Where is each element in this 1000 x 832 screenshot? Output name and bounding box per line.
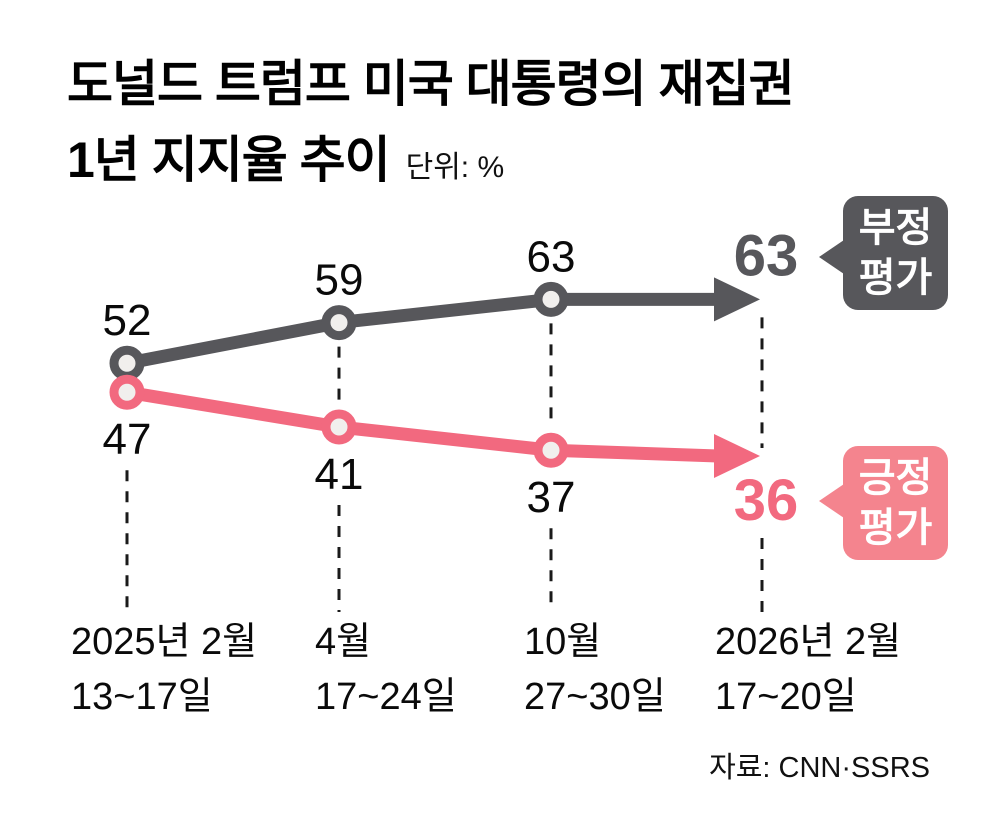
negative-value-label: 59 <box>315 256 364 305</box>
chart-title-line2: 1년 지지율 추이 단위: % <box>67 122 794 206</box>
x-axis-month-0: 2025년 2월 <box>71 621 258 663</box>
x-axis-label-2: 10월 27~30일 <box>524 621 666 718</box>
positive-rating-callout: 긍정 평가 <box>819 446 948 560</box>
positive-value-label: 47 <box>103 415 152 464</box>
negative-callout-tail-icon <box>819 240 844 274</box>
positive-line <box>125 385 719 463</box>
negative-arrowhead-icon <box>714 277 760 322</box>
negative-line <box>125 292 718 370</box>
negative-point-marker <box>109 345 145 381</box>
negative-callout-line1: 부정 <box>858 206 933 250</box>
negative-point-marker <box>533 281 569 317</box>
positive-point-marker <box>533 432 569 468</box>
negative-rating-callout: 부정 평가 <box>819 196 948 310</box>
negative-callout-line2: 평가 <box>858 256 933 300</box>
positive-callout-line2: 평가 <box>858 506 933 550</box>
chart-title-line1: 도널드 트럼프 미국 대통령의 재집권 <box>67 56 795 112</box>
positive-value-label: 37 <box>527 473 576 522</box>
negative-value-label: 63 <box>527 232 576 281</box>
positive-arrowhead-icon <box>714 434 760 478</box>
positive-callout-line1: 긍정 <box>858 456 933 500</box>
chart-title-line2-text: 1년 지지율 추이 <box>67 132 391 188</box>
positive-point-marker <box>321 409 357 445</box>
x-axis-month-3: 2026년 2월 <box>715 621 902 663</box>
x-axis-label-1: 4월 17~24일 <box>315 621 457 718</box>
positive-point-marker <box>109 374 145 410</box>
x-axis-days-3: 17~20일 <box>715 676 857 718</box>
x-axis-days-2: 27~30일 <box>524 676 666 718</box>
negative-value-label: 52 <box>103 296 152 345</box>
x-axis-month-1: 4월 <box>315 621 372 663</box>
positive-callout-tail-icon <box>819 484 844 518</box>
x-axis-label-0: 2025년 2월 13~17일 <box>71 621 257 718</box>
negative-point-marker <box>321 305 357 341</box>
x-axis-days-0: 13~17일 <box>71 676 213 718</box>
positive-value-label: 41 <box>315 450 364 499</box>
chart-title: 도널드 트럼프 미국 대통령의 재집권 1년 지지율 추이 단위: % <box>67 46 795 206</box>
unit-note: 단위: % <box>405 151 505 184</box>
source-note: 자료: CNN·SSRS <box>709 752 930 784</box>
positive-end-value-label: 36 <box>734 468 799 533</box>
x-axis-label-3: 2026년 2월 17~20일 <box>715 621 901 718</box>
negative-end-value-label: 63 <box>734 223 799 288</box>
x-axis-month-2: 10월 <box>524 621 602 663</box>
x-axis-days-1: 17~24일 <box>315 676 457 718</box>
